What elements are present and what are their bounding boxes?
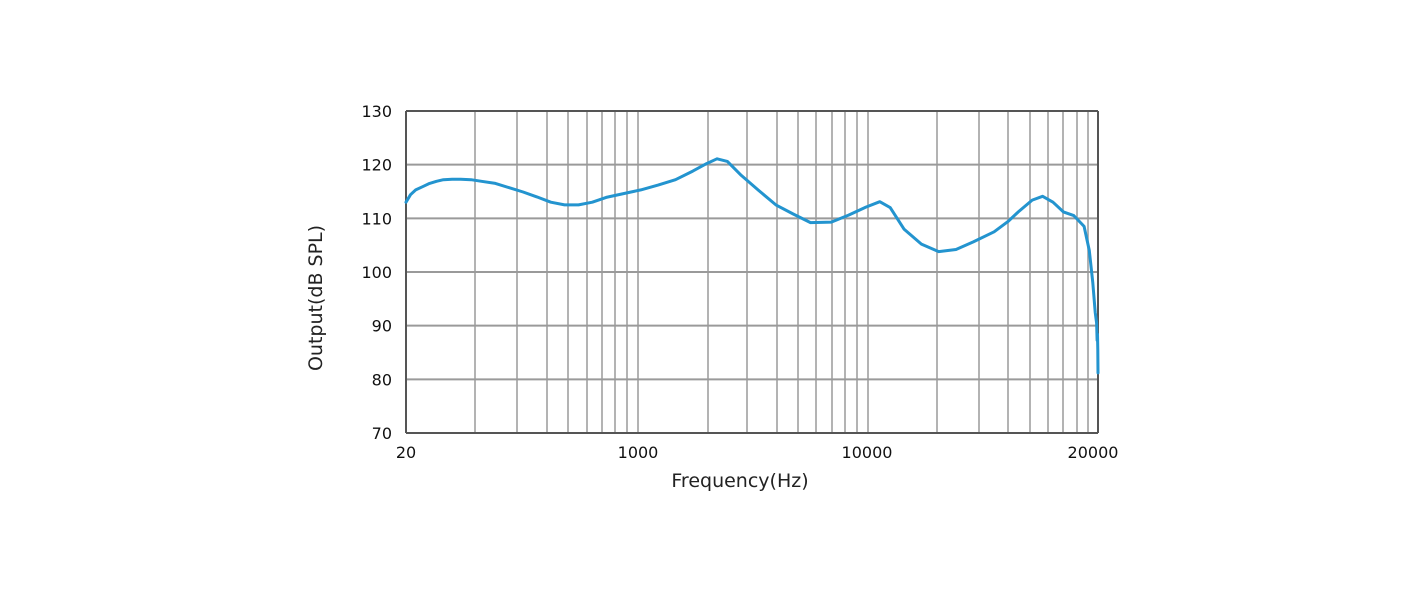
x-axis-title: Frequency(Hz) xyxy=(671,470,808,492)
x-tick-label: 10000 xyxy=(842,443,893,462)
y-tick-label: 120 xyxy=(361,156,392,175)
y-tick-label: 130 xyxy=(361,102,392,121)
x-tick-label: 20000 xyxy=(1068,443,1119,462)
series-line xyxy=(406,159,1098,373)
x-tick-label: 1000 xyxy=(618,443,659,462)
y-tick-label: 70 xyxy=(372,424,392,443)
y-axis-title: Output(dB SPL) xyxy=(305,225,327,371)
x-tick-label: 20 xyxy=(396,443,416,462)
y-tick-label: 90 xyxy=(372,317,392,336)
y-tick-label: 110 xyxy=(361,209,392,228)
y-tick-label: 100 xyxy=(361,263,392,282)
grid xyxy=(406,111,1098,433)
y-tick-label: 80 xyxy=(372,370,392,389)
